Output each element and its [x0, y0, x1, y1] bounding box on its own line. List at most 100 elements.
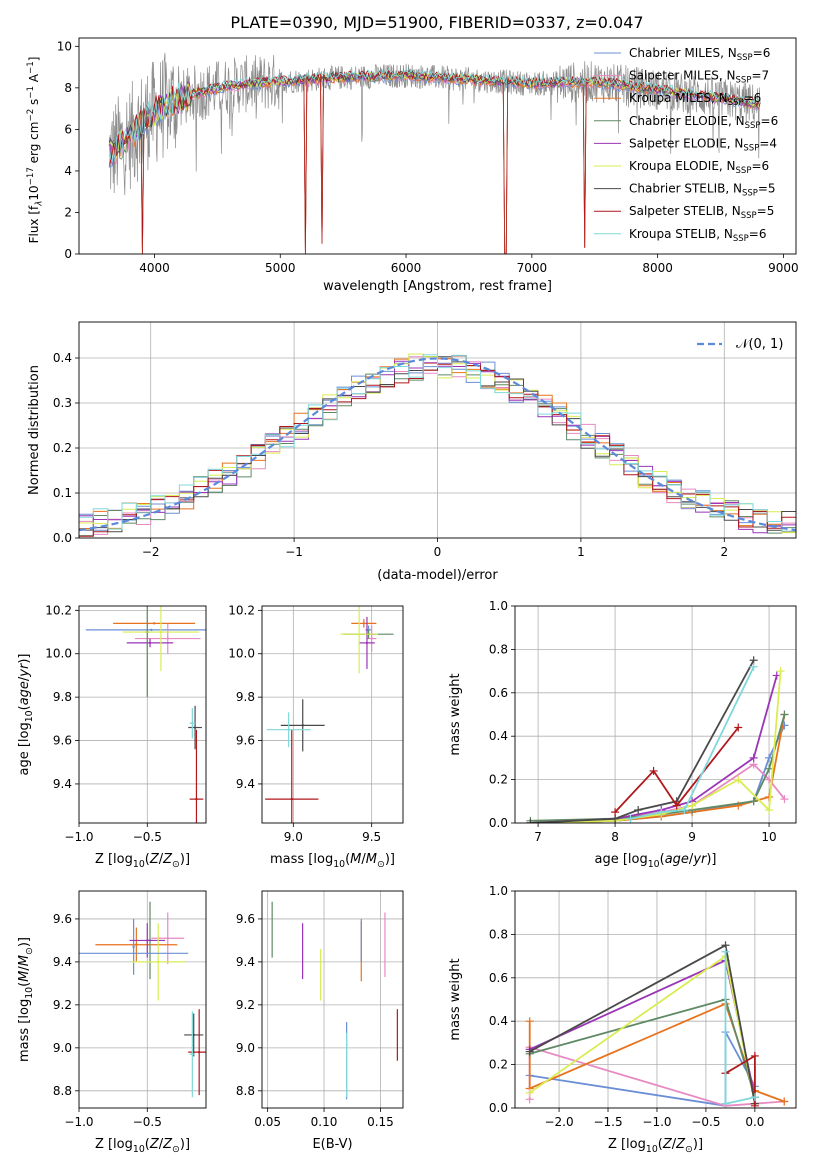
y-tick-label: 9.2 [236, 998, 255, 1012]
x-axis-label: Z [log10(Z/Z⊙)] [608, 1137, 703, 1155]
y-axis-label: mass [log10(M/M⊙)] [17, 937, 35, 1062]
x-tick-label: −1.0 [642, 1115, 671, 1129]
y-tick-label: 10.2 [45, 603, 72, 617]
axes-frame [261, 890, 404, 1109]
data-point [721, 1099, 730, 1108]
axes-frame [78, 37, 797, 255]
data-point [152, 622, 156, 625]
x-axis-label: mass [log10(M/M⊙)] [270, 852, 395, 870]
data-point [688, 801, 697, 810]
x-tick-label: 1 [577, 545, 585, 559]
data-point [765, 792, 774, 801]
data-point [157, 960, 160, 964]
series-line-chabrier-miles [530, 725, 786, 823]
x-tick-label: 7 [534, 830, 542, 844]
data-point [680, 805, 689, 814]
x-tick-label: 2 [720, 545, 728, 559]
grid-age-massweight [515, 606, 796, 823]
data-point [780, 710, 789, 719]
data-point [749, 662, 758, 671]
axes-frame [514, 605, 797, 824]
series-line-kroupa-elodie [530, 671, 782, 823]
data-point [150, 628, 153, 632]
x-tick-label: 4000 [139, 261, 170, 275]
x-tick-label: 0 [434, 545, 442, 559]
data-point [301, 724, 304, 727]
legend-entry: Chabrier MILES, NSSP=6 [629, 46, 770, 63]
plot-area-mass-age [262, 606, 403, 823]
y-tick-label: 0.3 [53, 396, 72, 410]
plot-area-age-massweight [515, 606, 796, 823]
y-tick-label: 9.0 [53, 1041, 72, 1055]
y-tick-label: 10.2 [228, 603, 255, 617]
y-tick-label: 8.8 [236, 1084, 255, 1098]
x-tick-label: −2.0 [544, 1115, 573, 1129]
x-tick-label: 6000 [391, 261, 422, 275]
y-axis-label: Flux [fλ10−17 erg cm−2 s−1 A−1] [26, 57, 44, 244]
data-point [721, 947, 730, 956]
x-axis-label: Z [log10(Z/Z⊙)] [95, 1137, 190, 1155]
axes-frame [78, 321, 797, 539]
data-point [734, 775, 743, 784]
y-tick-label: 6 [64, 122, 72, 136]
axes-frame [78, 890, 207, 1109]
y-tick-label: 0.0 [489, 1101, 508, 1115]
data-point [159, 630, 163, 634]
x-tick-label: 8000 [642, 261, 673, 275]
x-tick-label: 0.0 [745, 1115, 764, 1129]
x-tick-label: 0.15 [367, 1115, 394, 1129]
panel-age-massweight: 7 8 9 10 0.0 0.2 0.4 0.6 0.8 1.0 age [log10(age/yr… [448, 599, 797, 870]
x-axis-label: (data-model)/error [377, 568, 498, 583]
y-tick-label: 1.0 [489, 884, 508, 898]
plot-area-Z-mass [79, 891, 206, 1108]
data-point [734, 723, 743, 732]
y-tick-label: 10.0 [228, 647, 255, 661]
x-axis-label: age [log10(age/yr)] [594, 852, 716, 870]
y-tick-label: 0.6 [489, 971, 508, 985]
y-tick-label: 9.6 [53, 734, 72, 748]
legend-entry: Kroupa ELODIE, NSSP=6 [629, 159, 769, 176]
x-tick-label: 5000 [265, 261, 296, 275]
data-point [765, 805, 774, 814]
data-point [611, 808, 620, 817]
x-axis-label: Z [log10(Z/Z⊙)] [95, 852, 190, 870]
series-line-kroupa-stelib [630, 666, 755, 820]
legend-entry: Chabrier STELIB, NSSP=5 [629, 182, 776, 199]
y-tick-label: 0.2 [489, 1058, 508, 1072]
x-tick-label: 0.05 [254, 1115, 281, 1129]
y-tick-label: 9.8 [53, 690, 72, 704]
x-tick-label: −1 [285, 545, 303, 559]
y-tick-label: 0.6 [489, 686, 508, 700]
y-tick-label: 9.4 [236, 955, 255, 969]
data-point [780, 795, 789, 804]
data-point [192, 1033, 195, 1037]
plot-area-Z-age [79, 606, 206, 823]
x-tick-label: −1.0 [64, 830, 93, 844]
histogram-kroupa-stelib [79, 354, 796, 532]
x-axis-label: wavelength [Angstrom, rest frame] [323, 279, 552, 294]
y-tick-label: 9.4 [53, 777, 72, 791]
data-point [287, 728, 290, 731]
x-tick-label: 10 [761, 830, 776, 844]
data-point [626, 814, 635, 823]
x-tick-label: 9000 [768, 261, 799, 275]
x-tick-label: 7000 [517, 261, 548, 275]
legend: Chabrier MILES, NSSP=6 Salpeter MILES, NS… [594, 46, 778, 244]
data-point [776, 667, 785, 676]
x-tick-label: −1.5 [593, 1115, 622, 1129]
panel-Z-age: −1.0 −0.5 9.4 9.6 9.8 10.0 10.2 Z [log10(Z/Z⊙)]… [17, 603, 207, 870]
spectrum-model-kroupa-stelib [108, 68, 761, 164]
y-tick-label: 0.1 [53, 486, 72, 500]
data-point [526, 819, 535, 823]
grid-Z-massweight [515, 891, 796, 1108]
y-tick-label: 9.4 [53, 955, 72, 969]
data-point [166, 937, 169, 940]
y-tick-label: 8 [64, 81, 72, 95]
y-tick-label: 0.8 [489, 927, 508, 941]
x-tick-label: −0.5 [133, 830, 162, 844]
y-tick-label: 1.0 [489, 599, 508, 613]
panel-EBV-mass: 0.05 0.10 0.15 8.8 9.0 9.2 9.4 9.6 E(B-V) [236, 890, 404, 1152]
data-point [672, 801, 681, 810]
x-tick-label: −0.5 [133, 1115, 162, 1129]
